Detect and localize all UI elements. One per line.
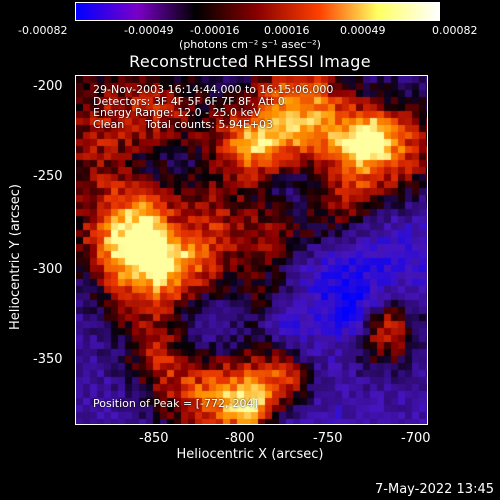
colorbar [75,2,440,21]
colorbar-tick-label: 0.00082 [432,24,478,37]
y-tick-label: -250 [33,169,63,184]
x-tick-label: -850 [139,431,169,446]
colorbar-tick-label: 0.00049 [340,24,386,37]
colorbar-units: (photons cm⁻² s⁻¹ asec⁻²) [179,38,321,51]
info-energy-range: Energy Range: 12.0 - 25.0 keV [93,106,261,119]
plot-title: Reconstructed RHESSI Image [129,52,371,71]
info-detectors: Detectors: 3F 4F 5F 6F 7F 8F, Att 0 [93,94,285,108]
x-tick-label: -750 [313,431,343,446]
colorbar-tick-label: -0.00082 [18,24,68,37]
x-tick-label: -800 [225,431,255,446]
colorbar-tick-label: 0.00016 [264,24,310,37]
image-info-overlay: 29-Nov-2003 16:14:44.000 to 16:15:06.000… [93,84,333,130]
peak-position-label: Position of Peak = [-772,-204] [93,397,258,410]
info-time-range: 29-Nov-2003 16:14:44.000 to 16:15:06.000 [93,83,334,96]
y-tick-label: -200 [33,79,63,94]
y-tick-label: -300 [33,262,63,277]
x-axis-label: Heliocentric X (arcsec) [176,447,324,462]
info-clean-counts: Clean Total counts: 5.94E+03 [93,117,274,131]
y-axis-label: Heliocentric Y (arcsec) [8,184,23,330]
colorbar-tick-label: -0.00016 [190,24,240,37]
rhessi-image-canvas [76,76,427,424]
y-tick-label: -350 [33,352,63,367]
colorbar-tick-label: -0.00049 [124,24,174,37]
x-tick-label: -700 [401,431,431,446]
rhessi-image-plot[interactable] [75,75,428,425]
plot-timestamp: 7-May-2022 13:45 [375,482,494,497]
